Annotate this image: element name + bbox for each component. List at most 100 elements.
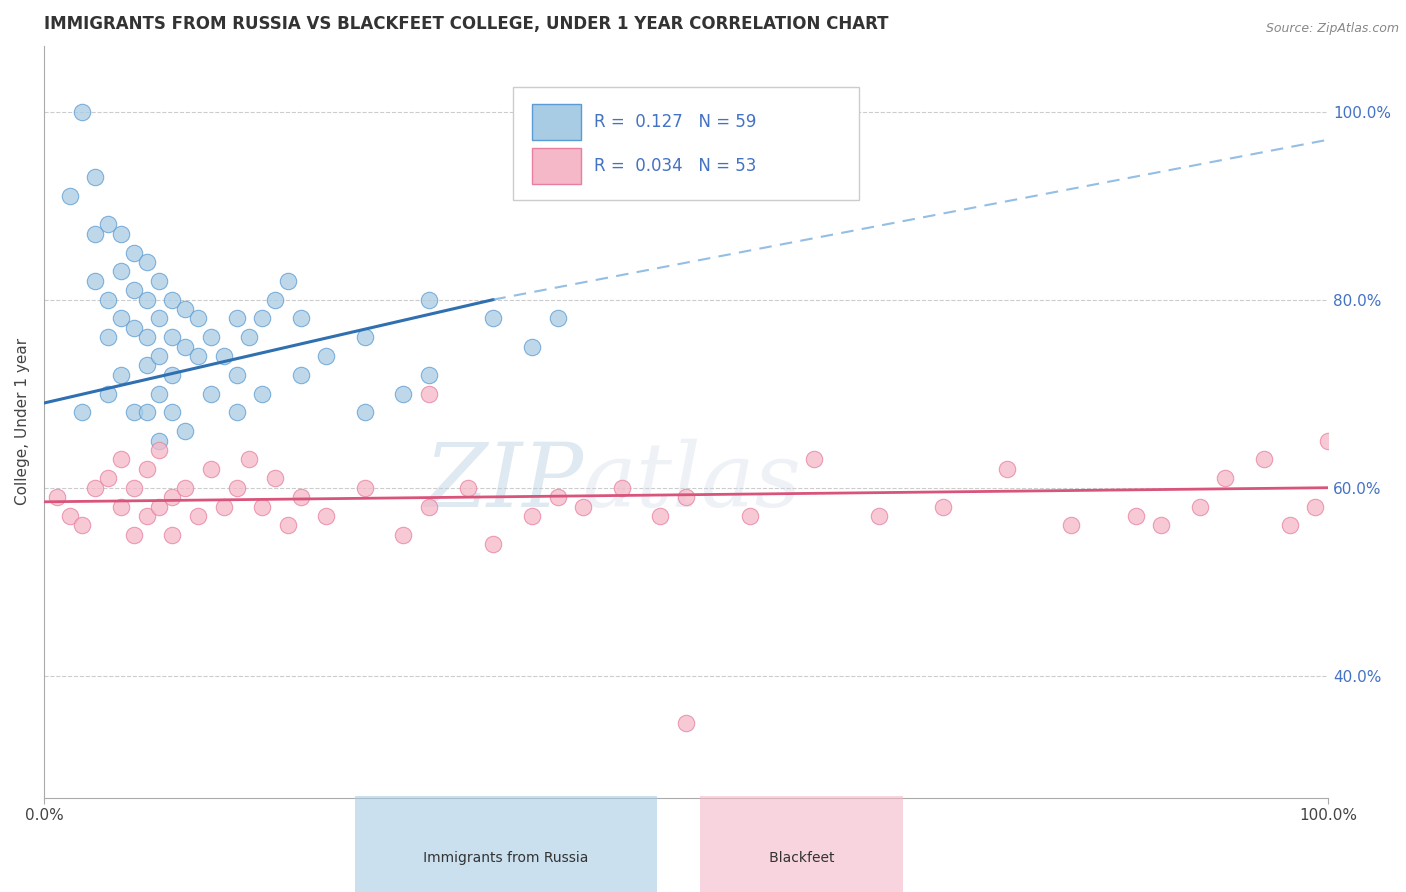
Point: [1278, 518, 1301, 533]
FancyBboxPatch shape: [531, 103, 581, 140]
Point: [1125, 508, 1147, 523]
Point: [122, 405, 145, 419]
Point: [547, 311, 569, 326]
Point: [225, 311, 247, 326]
Point: [148, 500, 170, 514]
Point: [148, 434, 170, 448]
Point: [212, 500, 235, 514]
Point: [200, 330, 222, 344]
Point: [200, 386, 222, 401]
Point: [110, 452, 132, 467]
Text: R =  0.034   N = 53: R = 0.034 N = 53: [593, 157, 756, 175]
Y-axis label: College, Under 1 year: College, Under 1 year: [15, 338, 30, 506]
Point: [58, 508, 80, 523]
Point: [135, 508, 157, 523]
Point: [995, 462, 1018, 476]
Text: R =  0.127   N = 59: R = 0.127 N = 59: [593, 112, 756, 130]
Point: [250, 500, 273, 514]
Point: [84, 481, 107, 495]
Point: [238, 452, 260, 467]
Point: [932, 500, 955, 514]
Point: [162, 368, 184, 382]
Point: [1215, 471, 1237, 485]
Point: [97, 293, 120, 307]
Point: [315, 349, 337, 363]
Point: [392, 386, 415, 401]
Point: [520, 340, 543, 354]
Point: [122, 321, 145, 335]
Point: [135, 255, 157, 269]
Point: [277, 274, 299, 288]
Text: atlas: atlas: [583, 439, 803, 525]
Point: [740, 508, 762, 523]
Point: [174, 301, 197, 316]
Point: [58, 189, 80, 203]
Point: [290, 490, 312, 504]
Point: [135, 405, 157, 419]
Point: [354, 481, 377, 495]
Point: [110, 311, 132, 326]
Point: [162, 405, 184, 419]
Point: [225, 481, 247, 495]
Point: [162, 490, 184, 504]
Point: [84, 227, 107, 241]
Point: [148, 349, 170, 363]
Point: [482, 537, 505, 551]
Point: [572, 500, 595, 514]
Point: [72, 518, 94, 533]
Point: [200, 462, 222, 476]
Point: [174, 340, 197, 354]
Point: [97, 386, 120, 401]
Point: [162, 527, 184, 541]
Point: [110, 500, 132, 514]
Point: [610, 481, 633, 495]
Point: [354, 330, 377, 344]
Text: ZIP: ZIP: [425, 439, 583, 525]
Point: [97, 471, 120, 485]
Point: [162, 293, 184, 307]
Point: [675, 715, 697, 730]
Point: [418, 368, 440, 382]
Point: [392, 527, 415, 541]
Point: [122, 283, 145, 297]
Point: [187, 508, 209, 523]
Point: [418, 293, 440, 307]
Point: [135, 330, 157, 344]
Point: [97, 218, 120, 232]
Point: [97, 330, 120, 344]
Point: [868, 508, 890, 523]
Point: [250, 311, 273, 326]
Point: [1188, 500, 1211, 514]
Point: [148, 311, 170, 326]
Point: [135, 359, 157, 373]
Point: [135, 462, 157, 476]
Point: [354, 405, 377, 419]
Point: [482, 311, 505, 326]
Point: [418, 386, 440, 401]
Point: [238, 330, 260, 344]
Point: [290, 368, 312, 382]
Text: Immigrants from Russia: Immigrants from Russia: [411, 851, 602, 865]
Point: [520, 508, 543, 523]
Point: [225, 368, 247, 382]
Point: [264, 471, 287, 485]
Point: [122, 527, 145, 541]
Text: Blackfeet: Blackfeet: [755, 851, 848, 865]
Point: [1317, 434, 1340, 448]
Point: [250, 386, 273, 401]
Point: [650, 508, 672, 523]
Point: [212, 349, 235, 363]
Point: [45, 490, 67, 504]
Point: [84, 274, 107, 288]
Point: [315, 508, 337, 523]
FancyBboxPatch shape: [531, 148, 581, 184]
FancyBboxPatch shape: [513, 87, 859, 200]
Point: [110, 264, 132, 278]
Point: [174, 424, 197, 438]
Point: [1303, 500, 1326, 514]
Point: [148, 443, 170, 458]
Text: Source: ZipAtlas.com: Source: ZipAtlas.com: [1265, 22, 1399, 36]
Point: [110, 227, 132, 241]
Point: [277, 518, 299, 533]
Point: [547, 490, 569, 504]
